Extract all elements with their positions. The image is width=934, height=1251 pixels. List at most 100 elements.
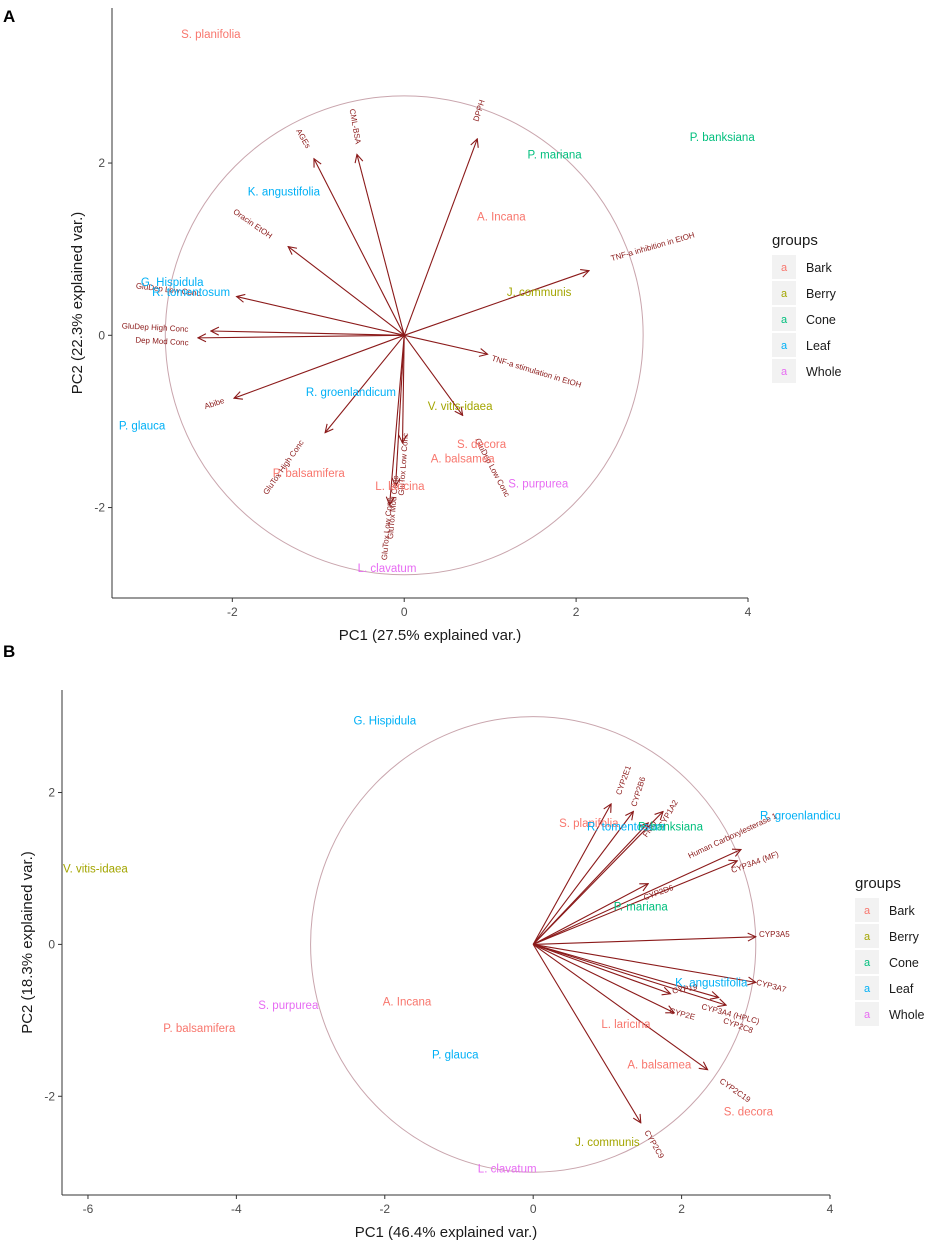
sample-label: A. balsamea xyxy=(627,1059,692,1071)
loading-label: GluDep High Conc xyxy=(122,321,189,333)
x-tick-label: 0 xyxy=(530,1202,537,1216)
sample-label: G. Hispidula xyxy=(353,715,416,727)
loading-arrow xyxy=(404,334,487,354)
legend-key xyxy=(855,898,879,922)
sample-label: L. clavatum xyxy=(358,563,417,575)
sample-label: S. decora xyxy=(457,439,507,451)
legend-key-letter: a xyxy=(781,288,788,300)
loading-label: CYP2B6 xyxy=(629,775,647,807)
panel-b: B -6 -4 -2 0 2 4 -2 0 2 PC1 (46.4% explained var.)… xyxy=(3,642,924,1241)
sample-label: P. banksiana xyxy=(638,822,704,834)
legend-key xyxy=(772,307,796,331)
sample-label: K. angustifolia xyxy=(248,186,321,198)
x-tick-label: 2 xyxy=(678,1202,685,1216)
x-tick-label: 0 xyxy=(401,605,408,619)
loading-arrow xyxy=(390,335,405,505)
legend-item-label: Bark xyxy=(889,904,915,918)
y-tick-label: 0 xyxy=(48,937,55,951)
x-tick-label: 4 xyxy=(745,605,752,619)
loading-label: CYP2E xyxy=(668,1006,696,1021)
legend-key-letter: a xyxy=(864,957,871,969)
sample-label: P. glauca xyxy=(119,421,166,433)
legend-item-label: Leaf xyxy=(806,339,831,353)
loading-arrow xyxy=(198,335,405,338)
sample-label: J. communis xyxy=(575,1137,640,1149)
sample-label: R. groenlandicum xyxy=(306,387,396,399)
legend-item-label: Berry xyxy=(889,930,920,944)
sample-label: R. tomentosum xyxy=(587,822,665,834)
loading-label: CML-BSA xyxy=(348,108,363,145)
legend-key-letter: a xyxy=(781,262,788,274)
loading-arrow xyxy=(533,943,719,997)
sample-label: L. laricina xyxy=(375,481,425,493)
loading-label: CYP3A7 xyxy=(755,978,787,995)
legend-key-letter: a xyxy=(781,340,788,352)
loading-arrow xyxy=(404,271,589,336)
sample-label: L. laricina xyxy=(601,1019,651,1031)
x-tick-label: -6 xyxy=(83,1202,94,1216)
sample-label: S. planifolia xyxy=(181,29,241,41)
loading-arrow xyxy=(314,159,405,336)
loading-arrow xyxy=(402,335,404,443)
legend-item-label: Whole xyxy=(806,365,841,379)
sample-label: P. mariana xyxy=(528,149,583,161)
legend-key-letter: a xyxy=(864,905,871,917)
loading-arrow xyxy=(532,884,648,945)
loading-arrow xyxy=(211,331,405,336)
loading-arrow xyxy=(532,943,707,1069)
sample-label: G. Hispidula xyxy=(141,277,204,289)
sample-label: R. groenlandicu xyxy=(760,810,841,822)
legend-key xyxy=(855,950,879,974)
y-tick-label: 0 xyxy=(98,328,105,342)
loading-arrow xyxy=(403,334,462,415)
legend-item-label: Cone xyxy=(889,956,919,970)
legend-key xyxy=(772,333,796,357)
loading-arrow xyxy=(533,943,726,1005)
y-tick-label: 2 xyxy=(48,786,55,800)
loading-label: TNF-a stimulation in EtOH xyxy=(490,354,582,390)
sample-label: A. Incana xyxy=(477,211,526,223)
panel-a: A -2 0 2 4 -2 0 2 PC1 (27.5% explained var.) PC2 … xyxy=(3,7,841,644)
legend-key xyxy=(772,359,796,383)
x-tick-label: -4 xyxy=(231,1202,242,1216)
loading-arrow xyxy=(533,943,670,993)
legend-key xyxy=(855,976,879,1000)
loading-label: DPPH xyxy=(472,98,487,122)
sample-label: A. Incana xyxy=(383,996,432,1008)
panel-label: B xyxy=(3,642,15,661)
loading-label: GluTox Low Conc xyxy=(397,433,410,496)
loading-label: CYP2C9 xyxy=(642,1129,666,1161)
sample-label: P. balsamifera xyxy=(163,1023,236,1035)
x-tick-label: -2 xyxy=(227,605,238,619)
loading-arrow xyxy=(403,139,477,336)
legend-item-label: Whole xyxy=(889,1008,924,1022)
loading-arrow xyxy=(237,297,405,336)
legend: groups a Bark a Berry a Cone a Leaf a Whole xyxy=(772,232,841,383)
loading-arrow xyxy=(532,823,648,945)
legend-key-letter: a xyxy=(781,314,788,326)
loading-arrow xyxy=(532,804,611,945)
loading-arrow xyxy=(234,334,405,398)
legend-key xyxy=(855,924,879,948)
legend-key-letter: a xyxy=(864,1009,871,1021)
loading-label: TNF-a inhibition in EtOH xyxy=(610,230,696,263)
correlation-circle xyxy=(310,716,757,1173)
legend-title: groups xyxy=(855,875,901,892)
sample-label: V. vitis-idaea xyxy=(63,863,128,875)
loading-label: CYP3A5 xyxy=(759,930,790,939)
loading-label: Oracin EtOH xyxy=(232,207,274,241)
legend-key-letter: a xyxy=(781,366,788,378)
sample-label: P. balsamifera xyxy=(273,468,346,480)
legend-key xyxy=(772,281,796,305)
legend-key xyxy=(772,255,796,279)
loading-arrow xyxy=(532,812,633,945)
sample-label: R. tomentosum xyxy=(152,287,230,299)
sample-label: K. angustifolia xyxy=(675,977,748,989)
loading-label: Abibe xyxy=(203,396,226,411)
loading-label: Dep Mod Conc xyxy=(135,336,189,348)
loading-label: AGEs xyxy=(294,127,312,150)
sample-label: P. banksiana xyxy=(690,132,756,144)
loading-arrow xyxy=(396,335,405,486)
legend-item-label: Berry xyxy=(806,287,837,301)
loading-label: CYP2E1 xyxy=(614,764,633,796)
